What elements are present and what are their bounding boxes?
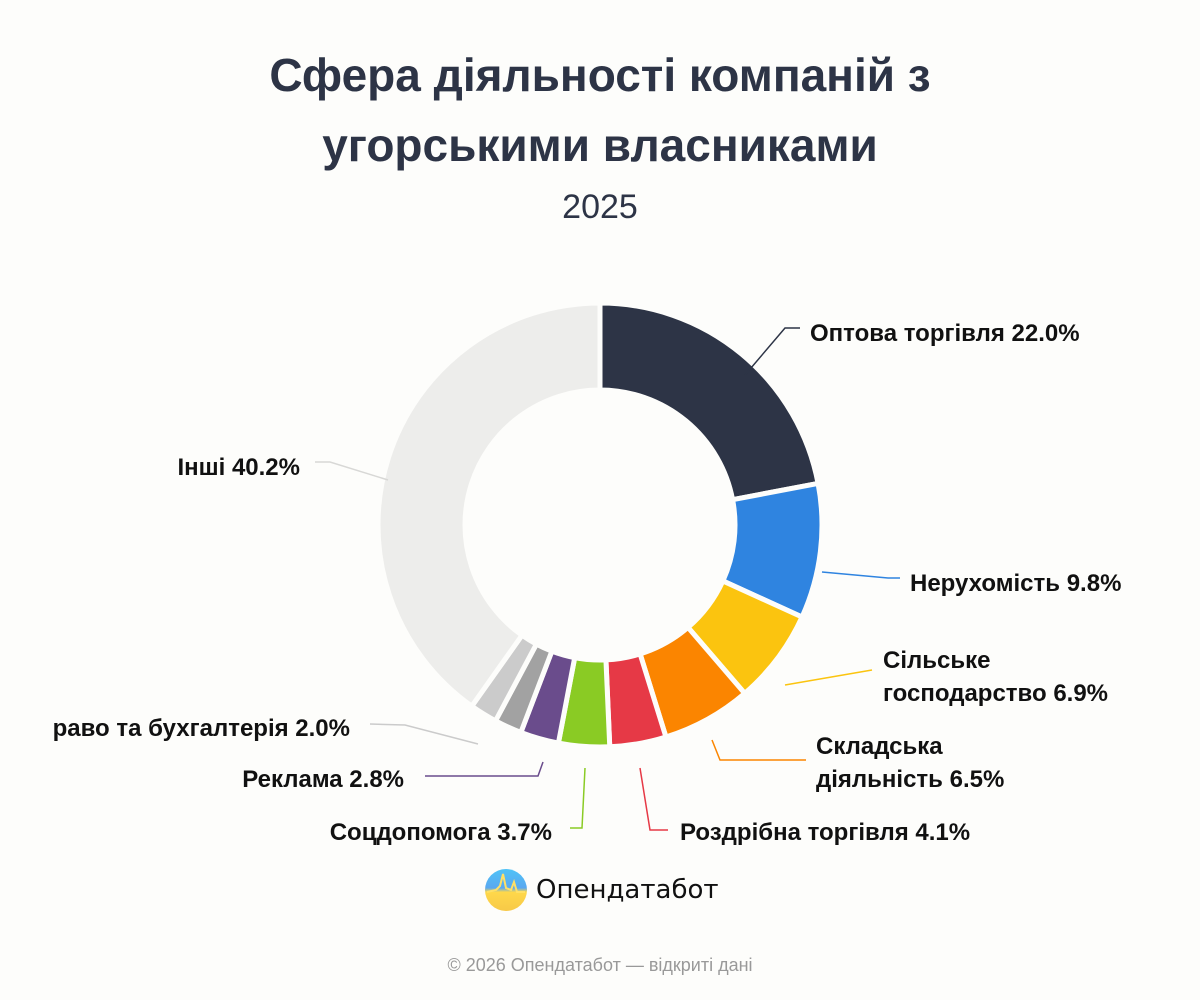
slice-label: Сільське [883,647,990,674]
leader-line [711,739,806,761]
brand-name: Опендатабот [536,875,719,905]
leader-line [570,767,586,829]
donut-slice [375,300,603,709]
leader-line [744,327,800,376]
slice-label: Складська [816,733,943,760]
chart-title: Сфера діяльності компаній з угорськими в… [269,49,931,171]
leader-line [784,669,873,686]
leader-line [425,761,544,777]
leader-line [639,767,668,831]
slice-label: господарство 6.9% [883,680,1108,707]
brand: Опендатабот [484,868,719,912]
slice-label: Оптова торгівля 22.0% [810,320,1080,347]
leader-line [369,723,479,745]
slice-label: діяльність 6.5% [816,766,1004,793]
slice-label: Реклама 2.8% [242,766,404,793]
slice-label: Соцдопомога 3.7% [330,819,552,846]
slice-label: раво та бухгалтерія 2.0% [53,715,350,742]
slice-label: Інші 40.2% [177,454,300,481]
leader-line [821,571,900,579]
slice-label: Роздрібна торгівля 4.1% [680,819,970,846]
chart-subtitle: 2025 [562,188,638,226]
donut-slice [597,300,821,503]
leader-line [315,461,389,481]
footer-copyright: © 2026 Опендатабот — відкриті дані [447,955,753,975]
slice-label: Нерухомість 9.8% [910,570,1121,597]
opendatabot-logo-icon [485,869,527,911]
